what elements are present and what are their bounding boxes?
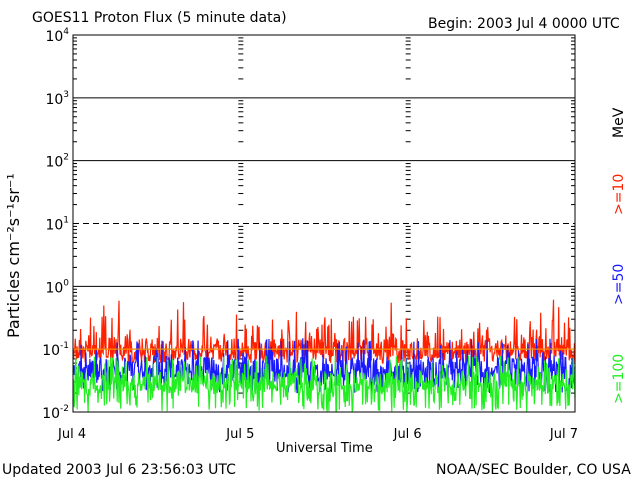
x-tick-label: Jul 5 [225, 427, 254, 442]
y-tick-label: 100 [45, 278, 69, 296]
y-tick-label: 103 [45, 90, 69, 108]
unit-label: MeV [611, 107, 627, 138]
credit-label: NOAA/SEC Boulder, CO USA [436, 462, 631, 478]
plot-frame [72, 34, 576, 413]
begin-time: Begin: 2003 Jul 4 0000 UTC [428, 16, 620, 32]
y-tick-label: 10-2 [42, 404, 69, 422]
y-tick-label: 101 [45, 216, 69, 234]
chart-title: GOES11 Proton Flux (5 minute data) [32, 10, 287, 26]
x-axis-label: Universal Time [276, 441, 373, 456]
series-line-ge10 [72, 299, 576, 364]
legend-ge10: >=10 [611, 173, 627, 215]
x-tick-label: Jul 7 [549, 427, 578, 442]
updated-timestamp: Updated 2003 Jul 6 23:56:03 UTC [2, 462, 236, 478]
y-tick-label: 102 [45, 153, 69, 171]
legend-ge100: >=100 [611, 353, 627, 404]
y-tick-label: 104 [45, 27, 69, 45]
x-tick-label: Jul 4 [57, 427, 86, 442]
y-tick-label: 10-1 [42, 341, 69, 359]
series-line-ge100 [72, 355, 576, 413]
legend-ge50: >=50 [611, 263, 627, 305]
x-tick-label: Jul 6 [393, 427, 422, 442]
y-axis-label: Particles cm⁻²s⁻¹sr⁻¹ [4, 173, 23, 338]
